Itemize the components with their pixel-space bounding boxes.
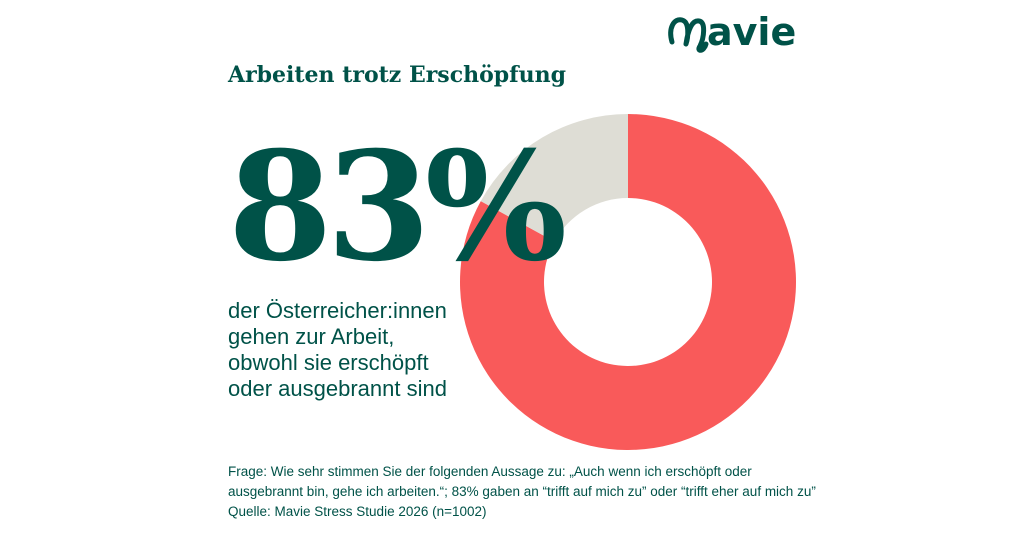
logo-text: avie	[707, 10, 797, 54]
page-title: Arbeiten trotz Erschöpfung	[228, 62, 566, 88]
caption-line: der Österreicher:innen	[228, 298, 447, 323]
mavie-logo-icon	[668, 17, 709, 53]
caption-line: gehen zur Arbeit,	[228, 324, 395, 349]
footnote-source-line: Quelle: Mavie Stress Studie 2026 (n=1002…	[228, 504, 487, 519]
footnote: Frage: Wie sehr stimmen Sie der folgende…	[228, 462, 816, 522]
caption-text: der Österreicher:innen gehen zur Arbeit,…	[228, 298, 488, 402]
donut-slice-remainder	[480, 114, 628, 242]
donut-slice-main	[460, 114, 797, 450]
big-percentage-value: 83%	[228, 119, 567, 295]
footnote-question-line: Frage: Wie sehr stimmen Sie der folgende…	[228, 464, 752, 479]
caption-line: obwohl sie erschöpft	[228, 350, 429, 375]
footnote-question-line: ausgebrannt bin, gehe ich arbeiten.“; 83…	[228, 484, 816, 499]
caption-line: oder ausgebrannt sind	[228, 376, 447, 401]
